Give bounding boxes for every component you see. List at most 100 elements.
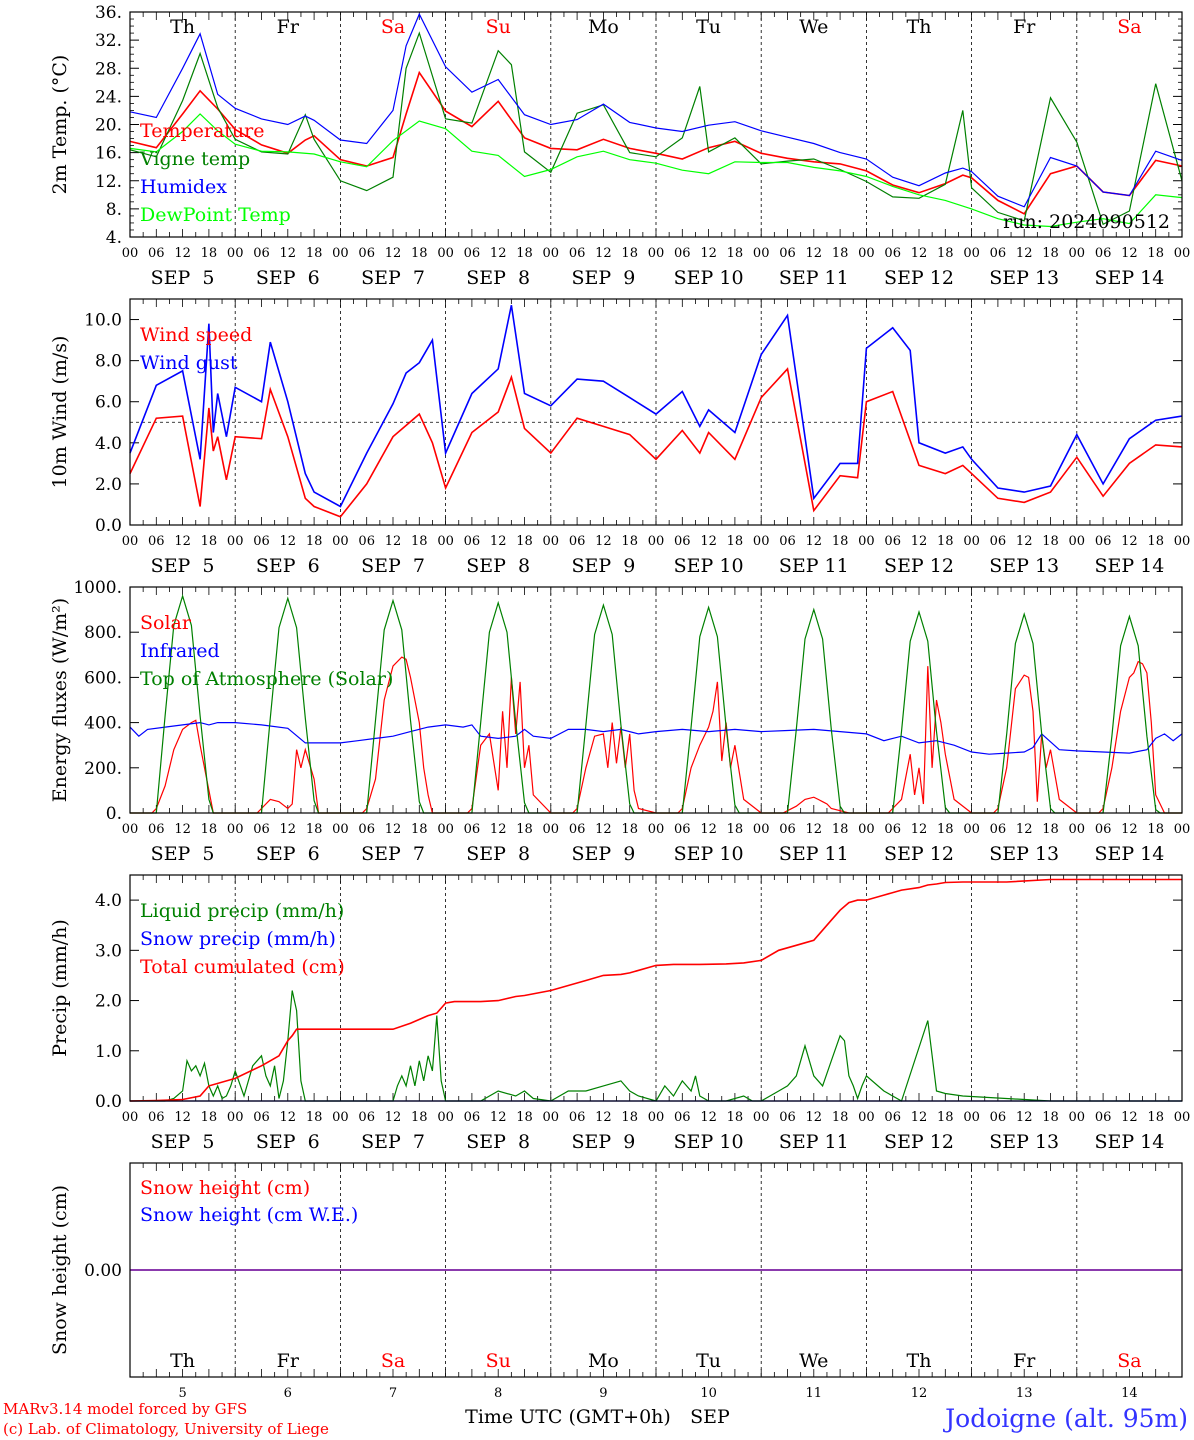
date-label: SEP 7 [361, 555, 425, 577]
y-tick-label: 10.0 [84, 311, 122, 331]
hour-tick-label: 00 [227, 822, 244, 837]
hour-tick-label: 18 [937, 534, 954, 549]
day-name-label: We [799, 16, 828, 38]
hour-tick-label: 18 [201, 246, 218, 261]
legend-entry: Total cumulated (cm) [140, 956, 345, 978]
y-tick-label: 0.0 [95, 516, 122, 536]
hour-tick-label: 00 [1174, 822, 1191, 837]
hour-tick-label: 18 [832, 534, 849, 549]
date-label: SEP 13 [989, 267, 1059, 289]
run-annotation: run: 2024090512 [1003, 211, 1170, 233]
y-tick-label: 0.0 [95, 1092, 122, 1112]
date-label: SEP 6 [256, 267, 320, 289]
date-label: SEP 14 [1094, 267, 1164, 289]
hour-tick-label: 12 [1121, 246, 1138, 261]
hour-tick-label: 06 [990, 534, 1007, 549]
hour-tick-label: 00 [1174, 246, 1191, 261]
date-label: SEP 8 [466, 843, 530, 865]
hour-tick-label: 00 [753, 822, 770, 837]
hour-tick-label: 12 [1121, 534, 1138, 549]
hour-tick-label: 18 [306, 246, 323, 261]
hour-tick-label: 06 [569, 822, 586, 837]
hour-tick-label: 06 [464, 246, 481, 261]
date-label: SEP 9 [571, 267, 635, 289]
hour-tick-label: 12 [490, 822, 507, 837]
hour-tick-label: 06 [990, 1110, 1007, 1125]
hour-tick-label: 00 [1174, 1110, 1191, 1125]
hour-tick-label: 06 [464, 534, 481, 549]
date-label: SEP 14 [1094, 555, 1164, 577]
day-number-label: 11 [806, 1386, 823, 1401]
legend-entry: Wind gust [140, 352, 238, 374]
hour-tick-label: 18 [1042, 534, 1059, 549]
hour-tick-label: 06 [464, 1110, 481, 1125]
hour-tick-label: 00 [753, 1110, 770, 1125]
hour-tick-label: 06 [569, 246, 586, 261]
y-tick-label: 4.0 [95, 891, 122, 911]
hour-tick-label: 12 [280, 534, 297, 549]
y-tick-label: 4.0 [95, 434, 122, 454]
day-name-label: Fr [277, 1350, 300, 1372]
day-name-label: Sa [1117, 16, 1141, 38]
hour-tick-label: 00 [437, 246, 454, 261]
hour-tick-label: 06 [779, 822, 796, 837]
day-name-label: Su [486, 16, 511, 38]
y-axis-label: Energy fluxes (W/m²) [49, 598, 71, 802]
day-name-label: Th [170, 1350, 195, 1372]
panel-5: 0.00 Snow height (cm) Snow height (cm) Snow… [49, 1162, 1183, 1401]
hour-tick-label: 18 [937, 1110, 954, 1125]
hour-tick-label: 00 [753, 246, 770, 261]
hour-tick-label: 00 [1069, 534, 1086, 549]
hour-tick-label: 00 [332, 534, 349, 549]
day-number-label: 8 [494, 1386, 502, 1401]
y-tick-label: 2.0 [95, 475, 122, 495]
hour-tick-label: 00 [437, 1110, 454, 1125]
y-tick-label: 36. [95, 3, 122, 23]
y-tick-label: 4. [106, 228, 122, 248]
hour-tick-label: 18 [201, 822, 218, 837]
hour-tick-label: 06 [253, 246, 270, 261]
hour-tick-label: 18 [201, 534, 218, 549]
hour-tick-label: 06 [779, 246, 796, 261]
hour-tick-label: 12 [1121, 1110, 1138, 1125]
panel-4: 0.0 1.0 2.0 3.0 4.0 Precip (mm/h) Liquid preci… [49, 874, 1191, 1153]
hour-tick-label: 12 [280, 1110, 297, 1125]
hour-tick-label: 00 [1069, 1110, 1086, 1125]
hour-tick-label: 12 [1121, 822, 1138, 837]
meteogram-footer: Time UTC (GMT+0h) SEP MARv3.14 model for… [3, 1400, 1188, 1438]
y-axis-label: Precip (mm/h) [49, 919, 71, 1057]
meteogram-panels: 4. 8. 12. 16. 20. 24. 28. 32. 36. 2m Temp. (°C) Te… [49, 3, 1190, 1401]
hour-tick-label: 12 [1016, 534, 1033, 549]
hour-tick-label: 06 [884, 534, 901, 549]
hour-tick-label: 00 [543, 246, 560, 261]
date-label: SEP 5 [151, 555, 215, 577]
hour-tick-label: 12 [806, 1110, 823, 1125]
plot-frame [129, 1162, 1183, 1378]
date-label: SEP 13 [989, 1131, 1059, 1153]
hour-tick-label: 00 [122, 246, 139, 261]
y-tick-label: 400. [84, 714, 122, 734]
y-tick-label: 32. [95, 31, 122, 51]
hour-tick-label: 18 [201, 1110, 218, 1125]
hour-tick-label: 06 [884, 1110, 901, 1125]
hour-tick-label: 06 [674, 534, 691, 549]
legend-entry: DewPoint Temp [140, 204, 291, 226]
date-label: SEP 12 [884, 555, 954, 577]
hour-tick-label: 00 [122, 822, 139, 837]
hour-tick-label: 12 [595, 534, 612, 549]
day-name-label: Th [907, 16, 932, 38]
date-label: SEP 11 [779, 843, 849, 865]
hour-tick-label: 18 [411, 1110, 428, 1125]
y-axis-label: 10m Wind (m/s) [49, 336, 71, 489]
hour-tick-label: 12 [174, 246, 191, 261]
hour-tick-label: 00 [963, 246, 980, 261]
hour-tick-label: 18 [411, 822, 428, 837]
hour-tick-label: 00 [543, 534, 560, 549]
hour-tick-label: 12 [490, 1110, 507, 1125]
series-line [129, 31, 1183, 226]
y-tick-label: 28. [95, 59, 122, 79]
hour-tick-label: 00 [1174, 534, 1191, 549]
hour-tick-label: 06 [253, 1110, 270, 1125]
y-tick-label: 8. [106, 200, 122, 220]
credit-line-2: (c) Lab. of Climatology, University of L… [3, 1420, 329, 1438]
